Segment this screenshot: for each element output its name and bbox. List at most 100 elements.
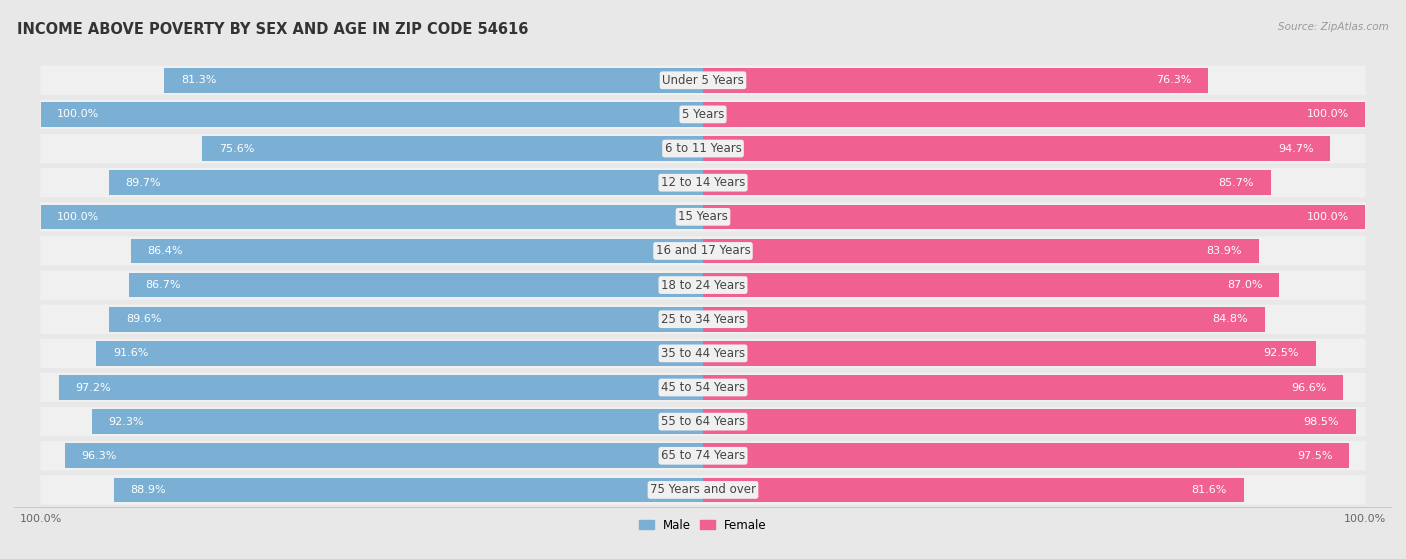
Text: 89.7%: 89.7% — [125, 178, 160, 188]
Bar — [703, 68, 1208, 93]
Text: 35 to 44 Years: 35 to 44 Years — [661, 347, 745, 360]
Bar — [129, 273, 703, 297]
Text: 85.7%: 85.7% — [1219, 178, 1254, 188]
Bar — [703, 68, 1208, 93]
Bar — [65, 443, 703, 468]
Bar — [703, 170, 1271, 195]
Bar — [703, 375, 1343, 400]
FancyBboxPatch shape — [41, 236, 1365, 266]
Bar — [41, 102, 703, 127]
Bar — [165, 68, 703, 93]
Bar — [703, 102, 1365, 127]
Text: 15 Years: 15 Years — [678, 210, 728, 223]
FancyBboxPatch shape — [41, 339, 1365, 368]
Text: 96.6%: 96.6% — [1291, 382, 1326, 392]
Bar — [91, 409, 703, 434]
Text: 86.7%: 86.7% — [145, 280, 181, 290]
Bar — [703, 477, 1243, 502]
FancyBboxPatch shape — [41, 441, 1365, 471]
Bar — [703, 136, 1330, 161]
Bar — [703, 477, 1243, 502]
FancyBboxPatch shape — [41, 271, 1365, 300]
FancyBboxPatch shape — [41, 305, 1365, 334]
Bar — [703, 409, 1355, 434]
Text: 18 to 24 Years: 18 to 24 Years — [661, 278, 745, 292]
Bar — [703, 170, 1271, 195]
Text: 55 to 64 Years: 55 to 64 Years — [661, 415, 745, 428]
Text: 76.3%: 76.3% — [1157, 75, 1192, 86]
Bar — [703, 375, 1343, 400]
Bar — [131, 239, 703, 263]
Text: 92.3%: 92.3% — [108, 416, 143, 427]
Bar — [202, 136, 703, 161]
Bar — [41, 205, 703, 229]
Text: 100.0%: 100.0% — [58, 212, 100, 222]
Bar — [703, 239, 1258, 263]
Bar — [108, 170, 703, 195]
Bar — [703, 273, 1279, 297]
Bar — [703, 341, 1316, 366]
Text: 25 to 34 Years: 25 to 34 Years — [661, 312, 745, 326]
Text: 6 to 11 Years: 6 to 11 Years — [665, 142, 741, 155]
Text: 91.6%: 91.6% — [112, 348, 148, 358]
Text: 98.5%: 98.5% — [1303, 416, 1339, 427]
Text: Under 5 Years: Under 5 Years — [662, 74, 744, 87]
Text: 75.6%: 75.6% — [219, 144, 254, 154]
Text: 16 and 17 Years: 16 and 17 Years — [655, 244, 751, 258]
Bar — [703, 341, 1316, 366]
Bar — [703, 307, 1265, 331]
Text: 81.3%: 81.3% — [181, 75, 217, 86]
Bar — [91, 409, 703, 434]
Legend: Male, Female: Male, Female — [634, 514, 772, 536]
Text: 65 to 74 Years: 65 to 74 Years — [661, 449, 745, 462]
Bar — [131, 239, 703, 263]
Bar — [41, 205, 703, 229]
Text: 89.6%: 89.6% — [127, 314, 162, 324]
Bar — [703, 443, 1348, 468]
Bar — [703, 205, 1365, 229]
Text: Source: ZipAtlas.com: Source: ZipAtlas.com — [1278, 22, 1389, 32]
Bar — [202, 136, 703, 161]
Bar — [108, 170, 703, 195]
Text: 81.6%: 81.6% — [1192, 485, 1227, 495]
Bar — [114, 477, 703, 502]
Bar — [96, 341, 703, 366]
Bar — [41, 102, 703, 127]
Bar — [703, 273, 1279, 297]
Text: 100.0%: 100.0% — [1306, 212, 1348, 222]
Bar — [703, 307, 1265, 331]
Bar — [59, 375, 703, 400]
FancyBboxPatch shape — [41, 373, 1365, 402]
Bar — [65, 443, 703, 468]
Text: 83.9%: 83.9% — [1206, 246, 1243, 256]
Text: 5 Years: 5 Years — [682, 108, 724, 121]
Text: 94.7%: 94.7% — [1278, 144, 1313, 154]
FancyBboxPatch shape — [41, 407, 1365, 437]
Text: 92.5%: 92.5% — [1264, 348, 1299, 358]
Bar — [703, 102, 1365, 127]
Text: 86.4%: 86.4% — [148, 246, 183, 256]
Bar — [703, 409, 1355, 434]
Bar — [110, 307, 703, 331]
Bar — [703, 239, 1258, 263]
Text: INCOME ABOVE POVERTY BY SEX AND AGE IN ZIP CODE 54616: INCOME ABOVE POVERTY BY SEX AND AGE IN Z… — [17, 22, 529, 37]
Bar — [110, 307, 703, 331]
Text: 75 Years and over: 75 Years and over — [650, 484, 756, 496]
Text: 96.3%: 96.3% — [82, 451, 117, 461]
FancyBboxPatch shape — [41, 100, 1365, 129]
FancyBboxPatch shape — [41, 134, 1365, 163]
Text: 84.8%: 84.8% — [1212, 314, 1249, 324]
FancyBboxPatch shape — [41, 168, 1365, 197]
Bar — [96, 341, 703, 366]
Text: 100.0%: 100.0% — [1306, 110, 1348, 120]
Text: 88.9%: 88.9% — [131, 485, 166, 495]
Text: 45 to 54 Years: 45 to 54 Years — [661, 381, 745, 394]
Bar — [114, 477, 703, 502]
Bar — [129, 273, 703, 297]
Bar — [703, 205, 1365, 229]
Text: 97.2%: 97.2% — [76, 382, 111, 392]
FancyBboxPatch shape — [41, 65, 1365, 95]
Bar — [59, 375, 703, 400]
Bar — [703, 136, 1330, 161]
FancyBboxPatch shape — [41, 202, 1365, 231]
